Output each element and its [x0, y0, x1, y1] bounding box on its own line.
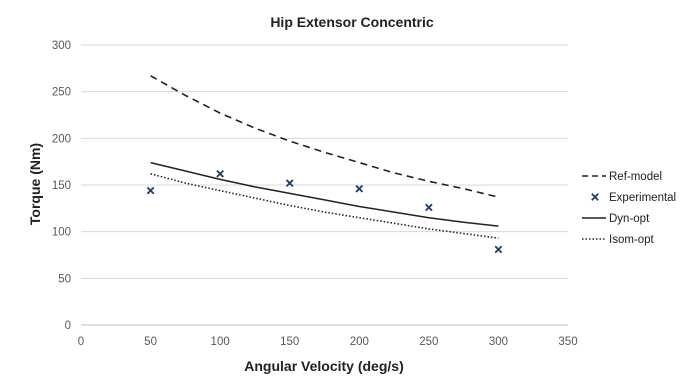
- x-tick-label: 50: [144, 336, 157, 348]
- legend: Ref-model Experimental Dyn-opt Isom-opt: [582, 171, 676, 246]
- legend-label: Dyn-opt: [609, 213, 650, 225]
- x-tick-label: 350: [558, 336, 577, 348]
- x-axis-label: Angular Velocity (deg/s): [244, 358, 403, 374]
- x-tick-label: 100: [211, 336, 230, 348]
- point-experimental: [216, 169, 224, 178]
- series-group: [146, 75, 503, 254]
- y-tick-label: 200: [52, 133, 71, 145]
- point-experimental: [355, 184, 364, 193]
- point-experimental: [285, 179, 294, 187]
- legend-item-ref-model: Ref-model: [582, 171, 662, 183]
- legend-item-experimental: Experimental: [591, 192, 676, 204]
- point-experimental: [494, 245, 503, 254]
- x-tick-label: 150: [280, 336, 299, 348]
- y-axis-ticks: 0 50 100 150 200 250 300: [52, 40, 71, 332]
- chart-title: Hip Extensor Concentric: [270, 14, 434, 30]
- legend-label: Experimental: [609, 192, 676, 204]
- y-tick-label: 250: [52, 87, 71, 99]
- x-tick-label: 0: [78, 336, 84, 348]
- x-tick-label: 250: [419, 336, 438, 348]
- y-axis-label: Torque (Nm): [27, 143, 43, 225]
- x-axis-ticks: 0 50 100 150 200 250 300 350: [78, 336, 578, 348]
- series-line-dyn-opt: [150, 161, 499, 227]
- y-tick-label: 50: [58, 273, 71, 285]
- x-tick-label: 200: [350, 336, 369, 348]
- y-tick-label: 300: [52, 40, 71, 52]
- series-line-ref-model: [150, 75, 499, 198]
- point-experimental: [146, 186, 155, 195]
- series-line-isom-opt: [150, 173, 499, 239]
- y-tick-label: 150: [52, 180, 71, 192]
- y-tick-label: 0: [65, 320, 71, 332]
- legend-label: Ref-model: [609, 171, 662, 183]
- y-tick-label: 100: [52, 227, 71, 239]
- point-experimental: [425, 203, 433, 212]
- legend-item-dyn-opt: Dyn-opt: [582, 213, 650, 225]
- legend-label: Isom-opt: [609, 234, 655, 246]
- gridlines: [81, 44, 568, 326]
- legend-item-isom-opt: Isom-opt: [582, 234, 655, 246]
- x-tick-label: 300: [489, 336, 508, 348]
